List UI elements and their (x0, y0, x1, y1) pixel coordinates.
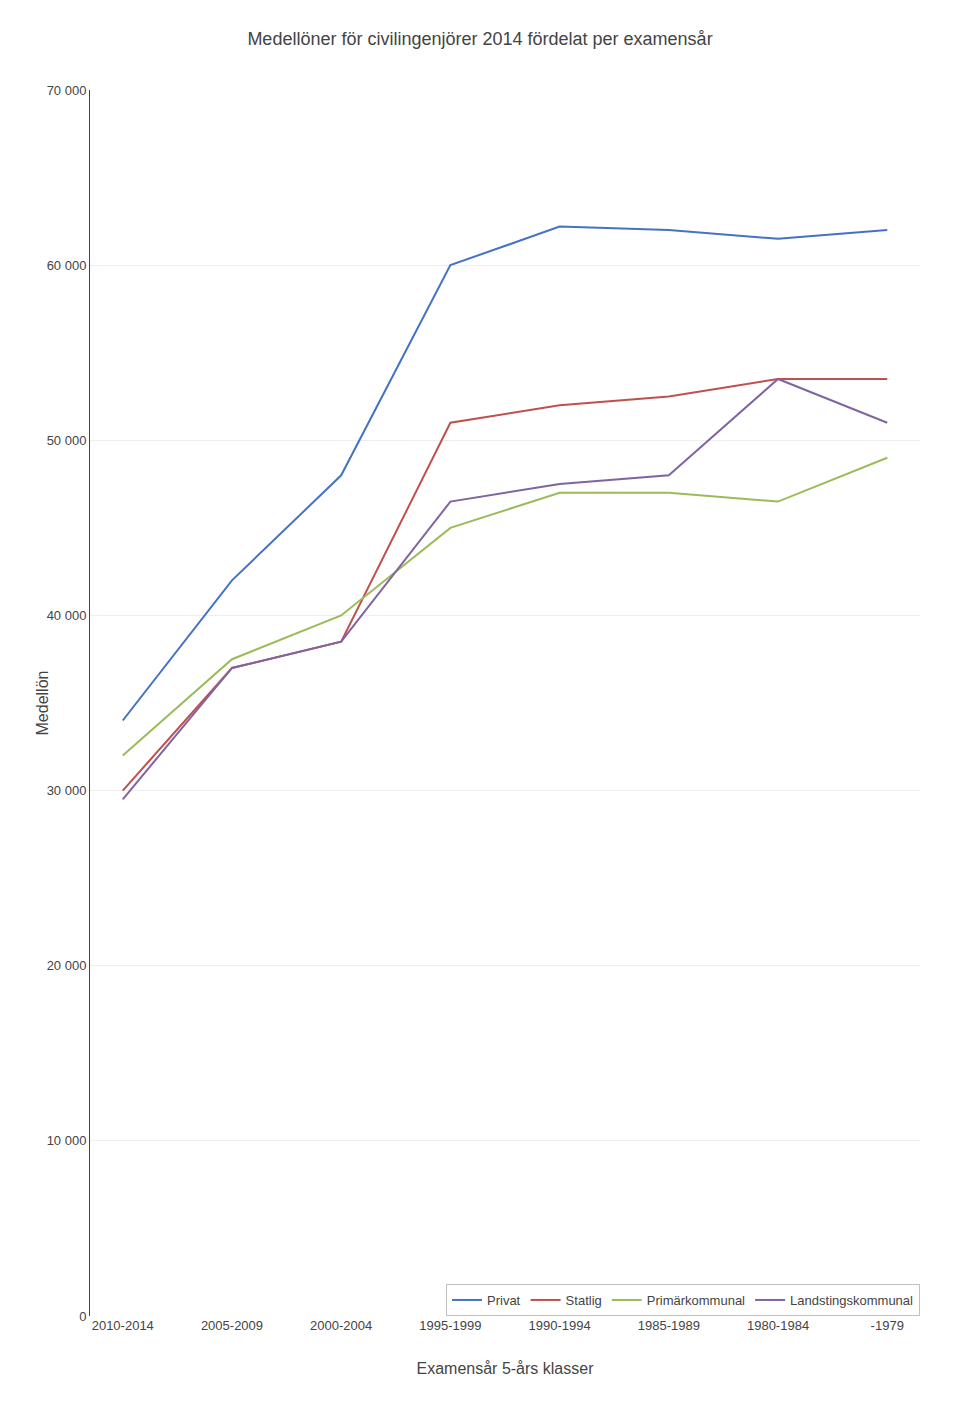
svg-text:50 000: 50 000 (47, 433, 87, 448)
svg-text:60 000: 60 000 (47, 258, 87, 273)
svg-text:1990-1994: 1990-1994 (529, 1318, 591, 1333)
svg-text:20 000: 20 000 (47, 958, 87, 973)
svg-text:Medellön: Medellön (34, 671, 51, 736)
svg-text:2000-2004: 2000-2004 (310, 1318, 372, 1333)
svg-text:Landstingskommunal: Landstingskommunal (790, 1293, 913, 1308)
svg-text:Examensår 5-års klasser: Examensår 5-års klasser (417, 1360, 595, 1377)
svg-text:70 000: 70 000 (47, 83, 87, 98)
svg-text:2010-2014: 2010-2014 (92, 1318, 154, 1333)
svg-text:2005-2009: 2005-2009 (201, 1318, 263, 1333)
svg-text:30 000: 30 000 (47, 783, 87, 798)
svg-text:1985-1989: 1985-1989 (638, 1318, 700, 1333)
svg-text:1980-1984: 1980-1984 (747, 1318, 809, 1333)
svg-text:-1979: -1979 (871, 1318, 904, 1333)
svg-text:Primärkommunal: Primärkommunal (647, 1293, 745, 1308)
svg-text:0: 0 (79, 1309, 86, 1324)
svg-text:Privat: Privat (487, 1293, 521, 1308)
svg-text:10 000: 10 000 (47, 1133, 87, 1148)
svg-text:40 000: 40 000 (47, 608, 87, 623)
svg-text:Medellöner för civilingenjörer: Medellöner för civilingenjörer 2014 förd… (247, 29, 712, 49)
svg-text:Statlig: Statlig (566, 1293, 602, 1308)
svg-text:1995-1999: 1995-1999 (419, 1318, 481, 1333)
